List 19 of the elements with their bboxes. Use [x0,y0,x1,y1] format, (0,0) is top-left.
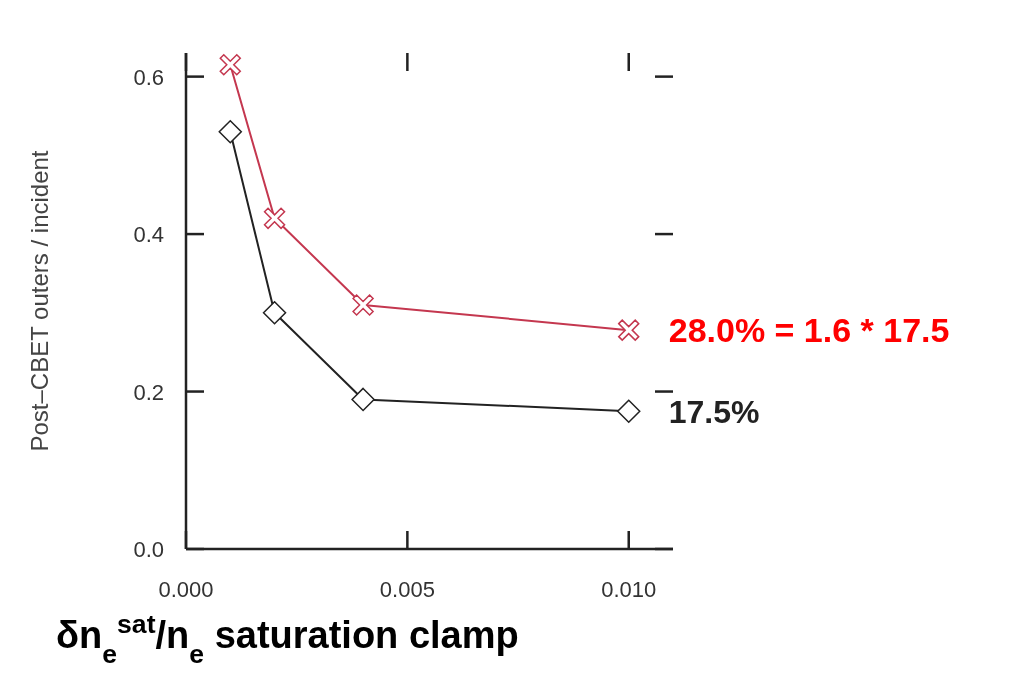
point [218,119,243,144]
point [263,207,286,230]
point [616,399,641,423]
x-axis-title: δn$_{e}$$^{sat}$/n$_{e}$ saturation clamp [56,609,519,669]
point [219,54,242,76]
y-tick-label: 0.2 [133,379,164,405]
point [351,387,375,412]
annotation: 28.0% = 1.6 * 17.5 [668,311,950,350]
x-tick-label: 0.005 [379,577,435,602]
y-tick-label: 0.0 [133,537,164,562]
point [262,301,287,325]
point [352,294,374,316]
point [617,319,640,341]
y-tick-label: 0.4 [133,222,164,248]
y-tick-label: 0.6 [133,64,164,90]
y-axis-title: Post–CBET outers / incident [26,150,53,452]
x-tick-label: 0.000 [158,577,214,602]
annotation: 17.5% [668,394,760,431]
x-tick-label: 0.010 [601,577,657,602]
